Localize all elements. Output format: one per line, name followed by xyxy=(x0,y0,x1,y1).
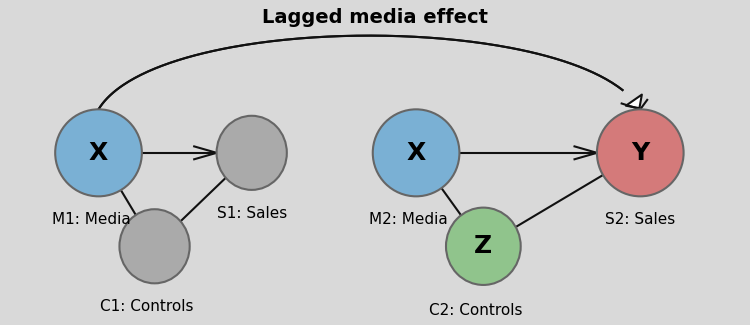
Text: Z: Z xyxy=(474,234,493,258)
Text: C2: Controls: C2: Controls xyxy=(429,303,523,318)
Text: X: X xyxy=(406,141,426,165)
Ellipse shape xyxy=(56,109,142,196)
Ellipse shape xyxy=(597,109,683,196)
Text: M1: Media: M1: Media xyxy=(52,213,130,228)
Ellipse shape xyxy=(217,116,286,190)
Ellipse shape xyxy=(119,209,190,283)
Ellipse shape xyxy=(446,208,520,285)
Text: Lagged media effect: Lagged media effect xyxy=(262,8,488,27)
Text: M2: Media: M2: Media xyxy=(369,213,448,228)
Text: X: X xyxy=(89,141,108,165)
Text: S2: Sales: S2: Sales xyxy=(605,213,676,228)
Ellipse shape xyxy=(373,109,460,196)
Text: C1: Controls: C1: Controls xyxy=(100,299,194,315)
Text: Y: Y xyxy=(632,141,650,165)
Text: S1: Sales: S1: Sales xyxy=(217,206,286,221)
